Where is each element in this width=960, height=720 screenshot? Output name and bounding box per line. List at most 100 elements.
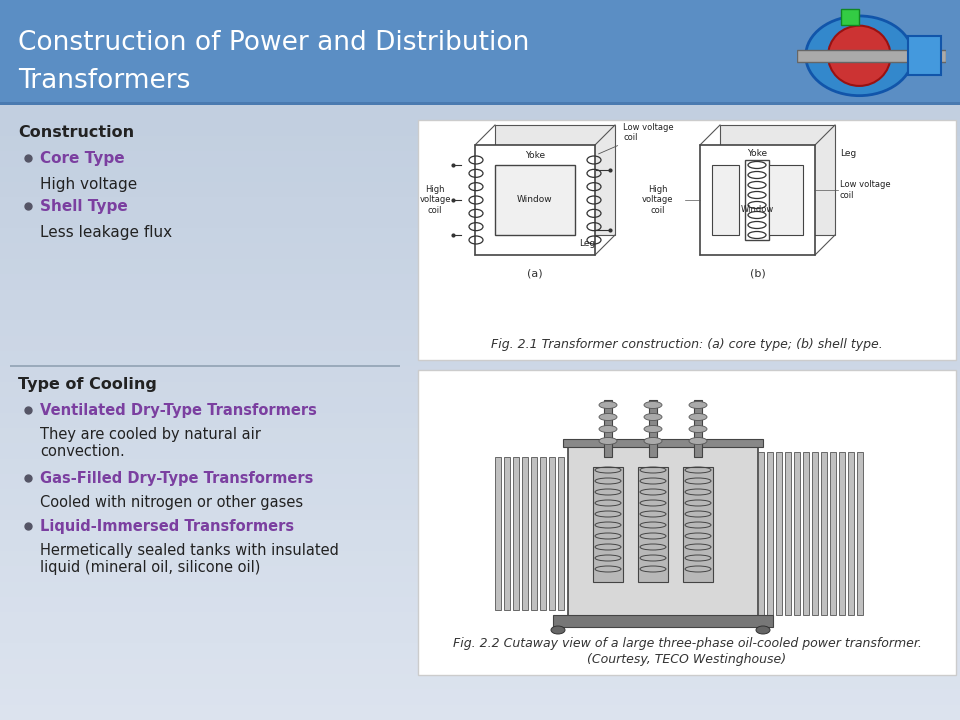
Bar: [700, 145, 815, 255]
Bar: [604, 400, 612, 457]
Bar: [0, 582, 960, 598]
Bar: [593, 467, 623, 582]
Text: (Courtesy, TECO Westinghouse): (Courtesy, TECO Westinghouse): [588, 653, 786, 666]
Bar: [504, 457, 510, 610]
Ellipse shape: [828, 26, 891, 86]
Bar: [767, 452, 773, 615]
Bar: [0, 566, 960, 582]
Bar: [0, 413, 960, 429]
Text: (a): (a): [527, 269, 542, 279]
Text: Fig. 2.2 Cutaway view of a large three-phase oil-cooled power transformer.: Fig. 2.2 Cutaway view of a large three-p…: [452, 637, 922, 650]
Bar: [0, 613, 960, 629]
Bar: [0, 197, 960, 214]
Bar: [0, 102, 960, 105]
Bar: [10, 365, 400, 366]
Bar: [0, 151, 960, 168]
Ellipse shape: [805, 16, 913, 96]
Text: (b): (b): [750, 269, 765, 279]
Ellipse shape: [689, 413, 707, 420]
Ellipse shape: [689, 402, 707, 408]
Bar: [857, 452, 863, 615]
Bar: [0, 536, 960, 552]
Ellipse shape: [599, 413, 617, 420]
Ellipse shape: [689, 426, 707, 433]
Bar: [0, 428, 960, 444]
Text: Less leakage flux: Less leakage flux: [40, 225, 172, 240]
Text: High
voltage
coil: High voltage coil: [642, 185, 674, 215]
Bar: [720, 125, 835, 235]
Bar: [839, 452, 845, 615]
Bar: [0, 520, 960, 536]
Bar: [812, 452, 818, 615]
Bar: [0, 474, 960, 490]
Bar: [0, 182, 960, 198]
Ellipse shape: [551, 626, 565, 634]
Text: Gas-Filled Dry-Type Transformers: Gas-Filled Dry-Type Transformers: [40, 471, 313, 486]
Bar: [418, 370, 956, 675]
Ellipse shape: [644, 438, 662, 444]
Bar: [0, 351, 960, 367]
Bar: [848, 452, 854, 615]
Bar: [649, 400, 657, 457]
Bar: [0, 366, 960, 383]
Bar: [694, 400, 702, 457]
Ellipse shape: [644, 402, 662, 408]
Text: Window: Window: [517, 196, 553, 204]
Bar: [0, 243, 960, 260]
Bar: [785, 452, 791, 615]
Text: Window: Window: [741, 205, 774, 215]
Bar: [803, 452, 809, 615]
Bar: [531, 457, 537, 610]
Bar: [553, 615, 773, 627]
Bar: [908, 36, 941, 75]
Text: Core Type: Core Type: [40, 151, 125, 166]
Bar: [549, 457, 555, 610]
Text: Low voltage
coil: Low voltage coil: [598, 122, 674, 154]
Bar: [0, 689, 960, 706]
Bar: [712, 165, 739, 235]
Bar: [495, 457, 501, 610]
Text: Yoke: Yoke: [525, 150, 545, 160]
Ellipse shape: [599, 402, 617, 408]
Bar: [0, 490, 960, 505]
Text: Yoke: Yoke: [748, 148, 768, 158]
Bar: [0, 628, 960, 644]
Bar: [0, 274, 960, 290]
Bar: [540, 457, 546, 610]
Text: Liquid-Immersed Transformers: Liquid-Immersed Transformers: [40, 519, 294, 534]
Bar: [841, 9, 859, 24]
Bar: [0, 643, 960, 660]
Bar: [0, 459, 960, 475]
Text: Transformers: Transformers: [18, 68, 190, 94]
Bar: [776, 452, 782, 615]
Bar: [0, 336, 960, 352]
Bar: [0, 705, 960, 720]
Bar: [0, 166, 960, 183]
Ellipse shape: [599, 426, 617, 433]
Bar: [638, 467, 668, 582]
Bar: [821, 452, 827, 615]
Bar: [0, 674, 960, 690]
Bar: [0, 551, 960, 567]
Text: Type of Cooling: Type of Cooling: [18, 377, 156, 392]
Bar: [513, 457, 519, 610]
Bar: [0, 597, 960, 613]
Bar: [0, 228, 960, 244]
Bar: [568, 447, 758, 619]
Bar: [0, 305, 960, 321]
Bar: [745, 160, 769, 240]
Text: Cooled with nitrogen or other gases: Cooled with nitrogen or other gases: [40, 495, 303, 510]
Bar: [830, 452, 836, 615]
Bar: [794, 452, 800, 615]
Bar: [495, 125, 615, 235]
Bar: [0, 105, 960, 122]
Bar: [0, 397, 960, 413]
Bar: [0, 505, 960, 521]
Bar: [522, 457, 528, 610]
Bar: [0, 382, 960, 398]
Bar: [563, 439, 763, 447]
Bar: [769, 165, 803, 235]
Text: They are cooled by natural air
convection.: They are cooled by natural air convectio…: [40, 427, 261, 459]
Bar: [558, 457, 564, 610]
Bar: [683, 467, 713, 582]
